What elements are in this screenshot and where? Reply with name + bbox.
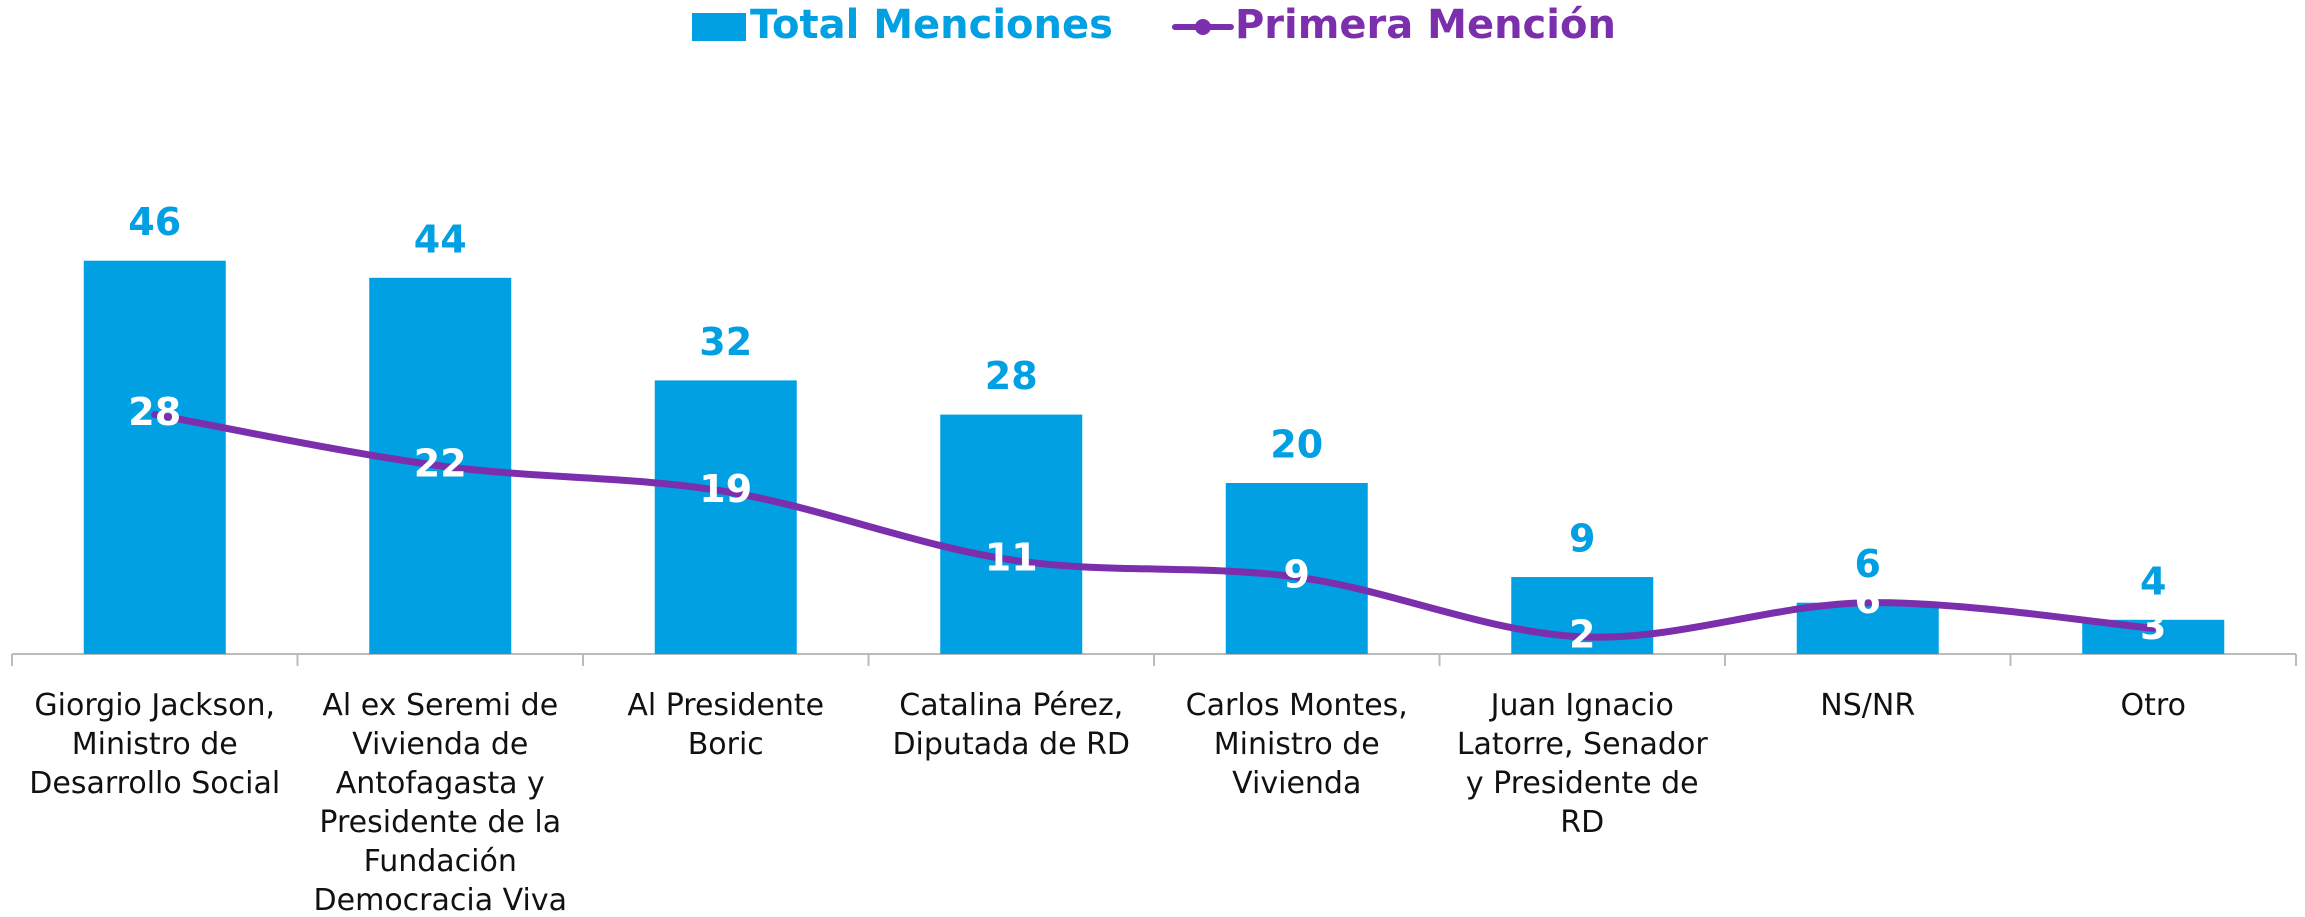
line-value-label: 11 bbox=[985, 535, 1038, 579]
line-value-label: 28 bbox=[128, 390, 181, 434]
legend-label: Total Menciones bbox=[750, 2, 1113, 48]
bar-value-label: 28 bbox=[985, 354, 1038, 398]
line-value-label: 9 bbox=[1284, 553, 1310, 597]
x-tick-label: Juan Ignacio Latorre, Senador y Presiden… bbox=[1456, 688, 1708, 840]
bar-value-label: 6 bbox=[1855, 542, 1881, 586]
bar-value-label: 20 bbox=[1270, 423, 1323, 467]
bar-value-label: 44 bbox=[414, 217, 467, 261]
bar bbox=[1225, 483, 1368, 654]
line-value-label: 6 bbox=[1855, 578, 1881, 622]
line-value-label: 2 bbox=[1569, 612, 1595, 656]
x-tick-label: Al Presidente Boric bbox=[627, 688, 825, 762]
x-tick-label: Giorgio Jackson, Ministro de Desarrollo … bbox=[29, 688, 281, 801]
bar bbox=[1796, 602, 1939, 654]
bar bbox=[1511, 577, 1654, 654]
x-tick-label: Carlos Montes, Ministro de Vivienda bbox=[1185, 688, 1408, 801]
line bbox=[151, 411, 2157, 641]
line-value-label: 19 bbox=[699, 467, 752, 511]
bar-value-label: 9 bbox=[1569, 517, 1595, 561]
bar bbox=[654, 380, 797, 654]
legend-label: Primera Mención bbox=[1235, 2, 1616, 48]
bar-value-label: 4 bbox=[2140, 559, 2166, 603]
line-value-label: 3 bbox=[2140, 604, 2166, 648]
legend-swatch bbox=[692, 13, 746, 41]
bar bbox=[940, 414, 1083, 654]
line-value-label: 22 bbox=[414, 441, 467, 485]
bar-value-label: 46 bbox=[128, 200, 181, 244]
bar-value-label: 32 bbox=[699, 320, 752, 364]
x-tick-label: Otro bbox=[2120, 688, 2186, 723]
x-tick-label: Al ex Seremi de Vivienda de Antofagasta … bbox=[313, 688, 567, 917]
legend-marker bbox=[1194, 19, 1211, 35]
bar bbox=[83, 260, 226, 654]
x-tick-label: Catalina Pérez, Diputada de RD bbox=[892, 688, 1131, 762]
x-tick-label: NS/NR bbox=[1820, 688, 1916, 723]
